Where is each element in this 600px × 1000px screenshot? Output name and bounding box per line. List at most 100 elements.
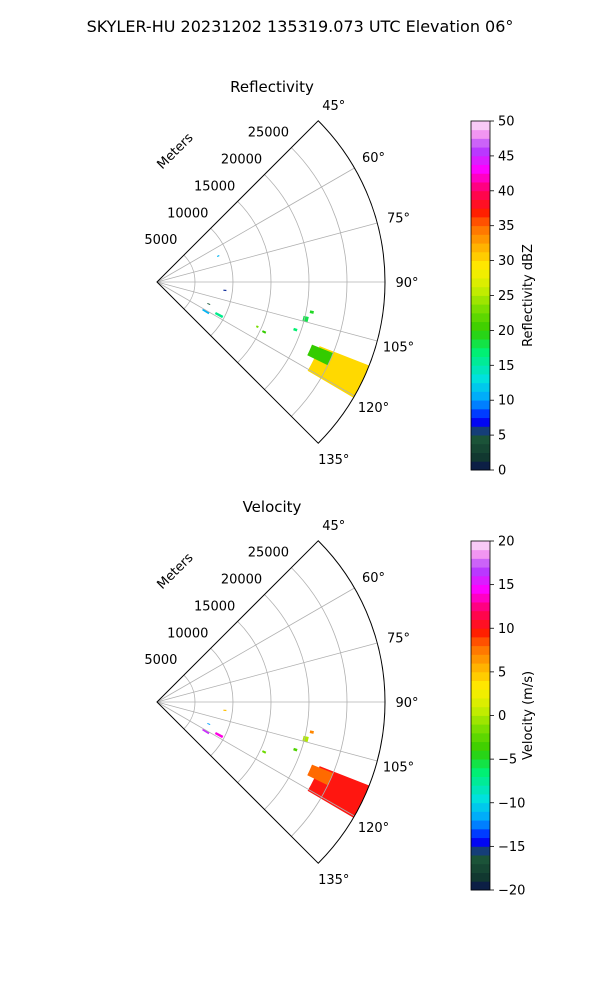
colorbar-swatch: [471, 732, 490, 743]
colorbar-swatch: [471, 619, 490, 629]
colorbar-tick-label: 35: [498, 219, 515, 234]
radial-axis-label: Meters: [155, 550, 197, 592]
colorbar-tick-label: 15: [498, 359, 515, 374]
colorbar-swatch: [471, 881, 490, 891]
colorbar-swatch: [471, 767, 490, 777]
colorbar-swatch: [471, 225, 490, 235]
colorbar-swatch: [471, 837, 490, 847]
colorbar: −20 −15 −10 −5 0 5 10 15 20 Velocity (m/s): [470, 535, 536, 899]
colorbar-swatch: [471, 417, 490, 427]
colorbar-swatch: [471, 330, 490, 340]
colorbar-swatch: [471, 129, 490, 139]
colorbar-swatch: [471, 846, 490, 856]
colorbar-swatch: [471, 391, 490, 401]
grid-spoke: [156, 281, 355, 397]
colorbar-swatch: [471, 208, 490, 218]
colorbar-swatch: [471, 339, 490, 349]
colorbar-tick-label: −10: [498, 796, 525, 811]
radial-tick-label: 20000: [221, 153, 262, 168]
colorbar-swatch: [471, 654, 490, 664]
colorbar-swatch: [471, 374, 490, 384]
colorbar-tick-label: 45: [498, 149, 515, 164]
colorbar-swatch: [471, 558, 490, 568]
colorbar-swatch: [471, 811, 490, 821]
colorbar-swatch: [471, 776, 490, 786]
panel-1: Reflectivity45°60°75°90°105°120°135°5000…: [144, 78, 536, 479]
colorbar-swatch: [471, 286, 490, 296]
colorbar-swatch: [471, 356, 490, 366]
colorbar-swatch: [471, 435, 490, 445]
radial-axis-label: Meters: [155, 130, 197, 172]
colorbar-swatch: [471, 794, 490, 804]
angle-tick-label: 90°: [395, 276, 418, 291]
angle-tick-label: 120°: [358, 821, 389, 836]
colorbar-tick-label: 5: [498, 429, 506, 444]
colorbar-tick-label: 40: [498, 184, 515, 199]
colorbar-swatch: [471, 452, 490, 462]
angle-tick-label: 60°: [362, 151, 385, 166]
radial-tick-label: 25000: [248, 126, 289, 141]
echo-cell: [223, 289, 227, 292]
colorbar-swatch: [471, 602, 490, 612]
radial-tick-label: 10000: [167, 206, 208, 221]
echo-cell: [255, 325, 259, 329]
angle-tick-label: 45°: [322, 519, 345, 534]
echo-cell: [261, 750, 267, 754]
panel-title: Velocity: [243, 498, 302, 516]
colorbar-swatch: [471, 155, 490, 166]
grid-spoke: [156, 701, 355, 817]
colorbar-tick-label: −5: [498, 753, 517, 768]
colorbar-swatch: [471, 347, 490, 357]
angle-tick-label: 120°: [358, 401, 389, 416]
colorbar-tick-label: 5: [498, 665, 506, 680]
colorbar-swatch: [471, 567, 490, 577]
colorbar-swatch: [471, 365, 490, 375]
angle-tick-label: 75°: [387, 211, 410, 226]
echo-cell: [309, 730, 314, 734]
colorbar-swatch: [471, 610, 490, 620]
radial-tick-label: 5000: [144, 653, 177, 668]
angle-tick-label: 45°: [322, 99, 345, 114]
echo-cell: [309, 310, 314, 314]
colorbar-tick-label: 20: [498, 535, 515, 550]
colorbar-swatch: [471, 636, 490, 647]
colorbar-swatch: [471, 321, 490, 331]
colorbar-tick-label: 20: [498, 324, 515, 339]
colorbar-swatch: [471, 234, 490, 244]
colorbar-swatch: [471, 741, 490, 751]
colorbar-swatch: [471, 549, 490, 559]
colorbar-swatch: [471, 173, 490, 183]
colorbar-swatch: [471, 260, 490, 270]
echo-cell: [261, 330, 267, 334]
grid-spoke: [156, 587, 355, 703]
colorbar-swatch: [471, 121, 490, 131]
echo-cell: [293, 747, 298, 752]
colorbar-swatch: [471, 584, 490, 594]
polar-frame: [156, 540, 386, 864]
echo-cell: [214, 732, 224, 739]
colorbar-swatch: [471, 706, 490, 716]
echo-cell: [202, 308, 210, 315]
colorbar-swatch: [471, 182, 490, 192]
grid-spoke: [156, 642, 378, 703]
colorbar-swatch: [471, 295, 490, 305]
radial-tick-label: 15000: [194, 599, 235, 614]
colorbar-swatch: [471, 199, 490, 209]
colorbar-swatch: [471, 164, 490, 174]
angle-tick-label: 135°: [318, 873, 349, 888]
colorbar-swatch: [471, 147, 490, 157]
colorbar-swatch: [471, 828, 490, 839]
colorbar-swatch: [471, 243, 490, 253]
colorbar-tick-label: −15: [498, 840, 525, 855]
radial-tick-label: 20000: [221, 573, 262, 588]
colorbar-swatch: [471, 759, 490, 769]
colorbar: 0 5 10 15 20 25 30 35 40 45 50 Reflectivity dBZ: [470, 115, 536, 479]
radar-panels: Reflectivity45°60°75°90°105°120°135°5000…: [144, 78, 536, 899]
colorbar-swatch: [471, 278, 490, 288]
colorbar-swatch: [471, 304, 490, 314]
angle-tick-label: 105°: [383, 341, 414, 356]
colorbar-tick-label: 10: [498, 394, 515, 409]
colorbar-label: Velocity (m/s): [521, 671, 536, 760]
colorbar-swatch: [471, 251, 490, 261]
